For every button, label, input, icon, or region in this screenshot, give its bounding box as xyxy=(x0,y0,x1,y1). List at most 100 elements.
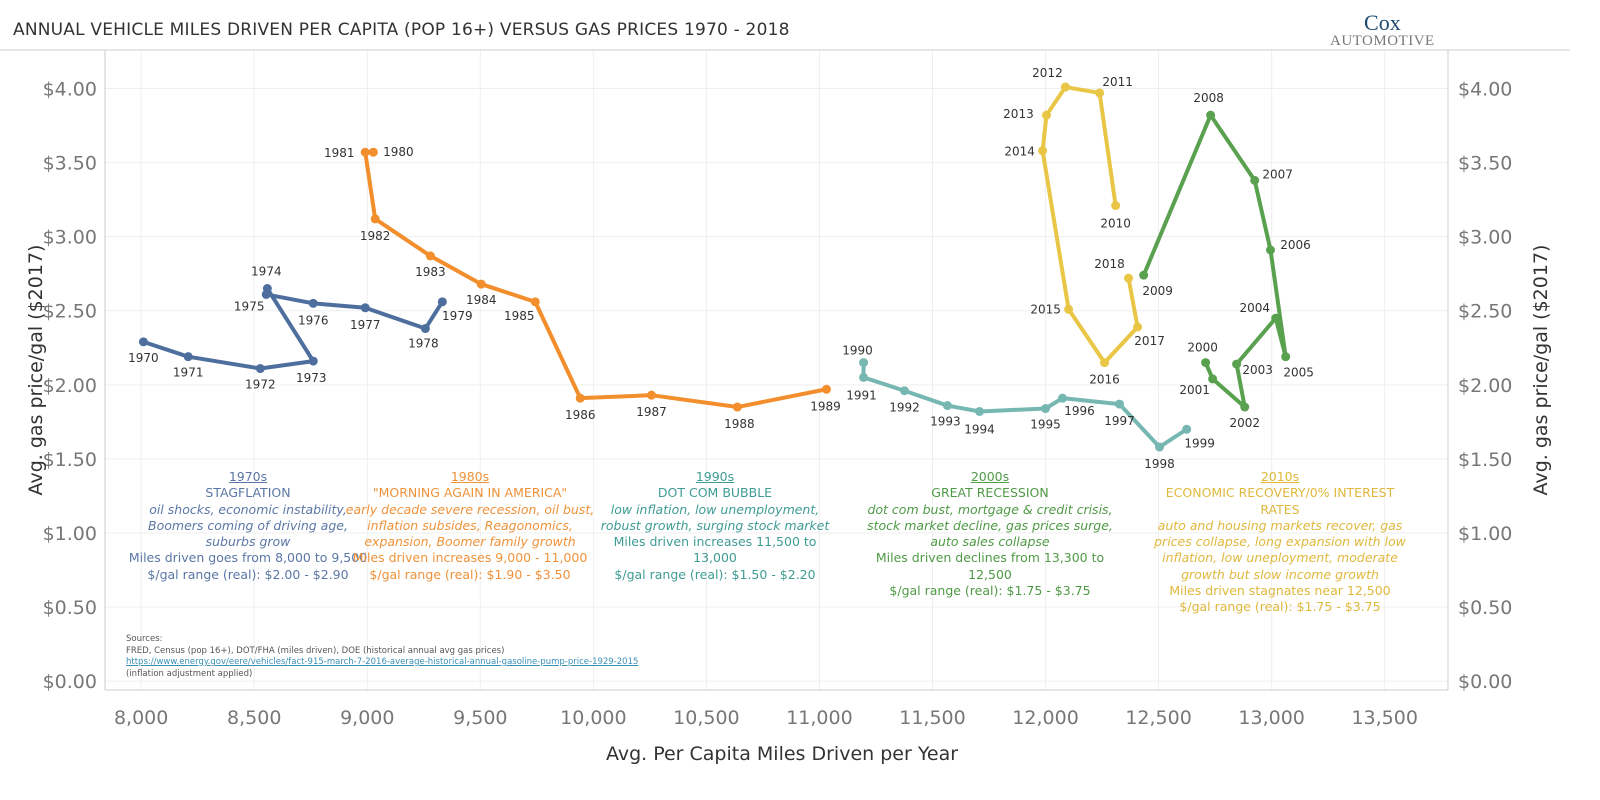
data-point-1971 xyxy=(183,352,193,362)
data-label-1982: 1982 xyxy=(360,229,391,243)
data-point-2002 xyxy=(1240,402,1250,412)
annotation-decade: 1970s xyxy=(228,469,268,484)
data-label-1997: 1997 xyxy=(1104,414,1135,428)
annotation-desc: low inflation, low unemployment, robust … xyxy=(600,501,830,533)
data-label-2014: 2014 xyxy=(1004,145,1035,159)
data-point-2000 xyxy=(1201,358,1211,368)
sources-link[interactable]: https://www.energy.gov/eere/vehicles/fac… xyxy=(126,657,639,667)
data-point-1981 xyxy=(360,147,370,157)
series-line-1990s xyxy=(861,362,1188,450)
data-label-2003: 2003 xyxy=(1242,363,1273,377)
data-point-1980 xyxy=(368,147,378,157)
data-label-1986: 1986 xyxy=(565,408,596,422)
x-tick-label: 12,500 xyxy=(1125,707,1191,729)
x-tick-label: 9,500 xyxy=(453,707,507,729)
x-tick-label: 11,500 xyxy=(899,707,965,729)
annotation-decade: 2000s xyxy=(970,469,1010,484)
data-point-1972 xyxy=(255,364,265,374)
annotation-miles: Miles driven increases 11,500 to 13,000 xyxy=(613,534,817,566)
data-label-2017: 2017 xyxy=(1134,334,1165,348)
data-label-1978: 1978 xyxy=(408,337,439,351)
data-point-2018 xyxy=(1124,273,1134,283)
data-point-1987 xyxy=(646,390,656,400)
annotation-decade: 1990s xyxy=(695,469,735,484)
data-label-1981: 1981 xyxy=(324,146,355,160)
data-label-2007: 2007 xyxy=(1262,167,1293,181)
data-point-1975 xyxy=(261,289,271,299)
annotation-range: $/gal range (real): $2.00 - $2.90 xyxy=(147,566,349,582)
data-label-1979: 1979 xyxy=(442,309,473,323)
data-label-1977: 1977 xyxy=(350,318,381,332)
data-label-1985: 1985 xyxy=(504,309,535,323)
y-tick-label-left: $0.50 xyxy=(43,597,97,619)
y-tick-label-right: $2.00 xyxy=(1458,375,1512,397)
data-label-1980: 1980 xyxy=(383,145,414,159)
annotation-1990s: 1990s DOT COM BUBBLE low inflation, low un… xyxy=(590,469,840,583)
axes: 8,000 8,500 9,000 9,500 10,000 10,500 11,000 11… xyxy=(0,49,1570,729)
data-point-1985 xyxy=(530,297,540,307)
data-label-2016: 2016 xyxy=(1089,373,1120,387)
data-point-1998 xyxy=(1155,442,1165,452)
y-tick-label-right: $1.00 xyxy=(1458,523,1512,545)
series-1980s: 1980 1981 1982 1983 1984 1985 1986 1987 1988 1989 xyxy=(324,145,841,431)
data-label-2002: 2002 xyxy=(1229,416,1260,430)
sources-line: FRED, Census (pop 16+), DOT/FHA (miles d… xyxy=(126,645,505,656)
x-tick-label: 13,500 xyxy=(1351,707,1417,729)
y-tick-label-right: $0.50 xyxy=(1458,597,1512,619)
annotation-heading: STAGFLATION xyxy=(205,485,291,501)
data-label-1990: 1990 xyxy=(842,344,873,358)
data-label-1987: 1987 xyxy=(636,405,667,419)
data-point-2017 xyxy=(1133,322,1143,332)
data-label-1999: 1999 xyxy=(1184,436,1215,450)
x-tick-label: 11,000 xyxy=(786,707,852,729)
data-label-1996: 1996 xyxy=(1064,404,1095,418)
annotation-decade: 1980s xyxy=(450,469,490,484)
data-point-2009 xyxy=(1139,270,1149,280)
x-tick-label: 10,500 xyxy=(673,707,739,729)
data-point-2014 xyxy=(1038,146,1048,156)
data-point-1978 xyxy=(420,324,430,334)
annotation-miles: Miles driven goes from 8,000 to 9,500 xyxy=(128,550,368,566)
x-tick-label: 13,000 xyxy=(1238,707,1304,729)
data-point-2003 xyxy=(1232,359,1242,369)
annotation-1980s: 1980s "MORNING AGAIN IN AMERICA" early dec… xyxy=(345,469,595,583)
data-point-2010 xyxy=(1111,201,1121,211)
x-tick-label: 8,500 xyxy=(227,707,281,729)
y-tick-label-left: $3.00 xyxy=(43,227,97,249)
data-label-1995: 1995 xyxy=(1030,418,1061,432)
series-2000s: 2000 2001 2002 2003 2004 2005 2006 2007 2008 2009 xyxy=(1139,91,1314,430)
x-tick-label: 9,000 xyxy=(340,707,394,729)
data-label-2011: 2011 xyxy=(1102,75,1133,89)
annotation-miles: Miles driven stagnates near 12,500 xyxy=(1169,583,1391,599)
data-label-1972: 1972 xyxy=(245,378,276,392)
data-label-1970: 1970 xyxy=(128,351,159,365)
series-layer: 1970 1971 1972 1973 1974 1975 1976 1977 19781979… xyxy=(128,66,1314,471)
data-label-1993: 1993 xyxy=(930,415,961,429)
annotation-desc: oil shocks, economic instability, Boomer… xyxy=(148,501,348,550)
data-label-1998: 1998 xyxy=(1144,457,1175,471)
data-label-1973: 1973 xyxy=(296,371,327,385)
data-point-1989 xyxy=(821,384,831,394)
data-label-1975: 1975 xyxy=(234,299,265,313)
data-point-1991 xyxy=(859,372,869,382)
annotation-2000s: 2000s GREAT RECESSION dot com bust, mortga… xyxy=(865,469,1115,599)
data-point-1983 xyxy=(425,251,435,261)
data-point-2015 xyxy=(1064,304,1074,314)
data-point-2006 xyxy=(1266,245,1276,255)
data-point-2007 xyxy=(1250,175,1260,185)
y-tick-label-left: $4.00 xyxy=(43,79,97,101)
annotation-heading: DOT COM BUBBLE xyxy=(657,485,773,501)
x-tick-label: 10,000 xyxy=(560,707,626,729)
y-axis-title-right: Avg. gas price/gal ($2017) xyxy=(1530,245,1552,496)
x-tick-label: 12,000 xyxy=(1012,707,1078,729)
data-point-1970 xyxy=(138,337,148,347)
x-tick-label: 8,000 xyxy=(114,707,168,729)
data-label-1974: 1974 xyxy=(251,265,282,279)
data-point-2011 xyxy=(1095,88,1105,98)
y-tick-label-left: $0.00 xyxy=(43,671,97,693)
data-point-1979 xyxy=(437,297,447,307)
series-2010s: 2010 2011 2012 2013 2014 2015 2016 2017 2018 xyxy=(1003,66,1165,387)
